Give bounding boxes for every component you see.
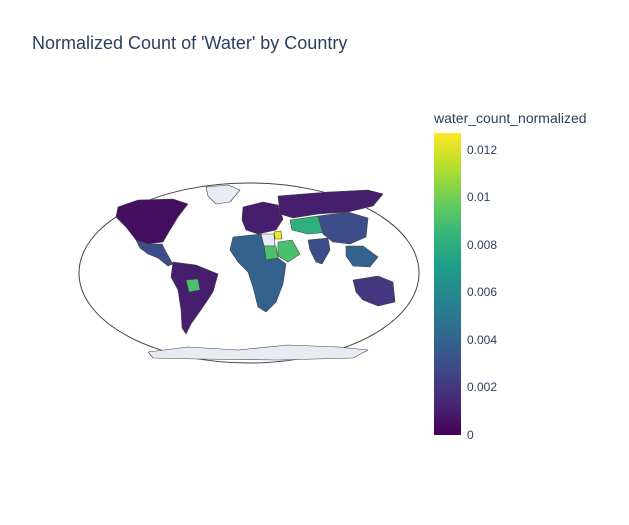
colorbar-tick-label: 0.012 xyxy=(467,143,497,157)
region-jordan[interactable] xyxy=(274,231,282,239)
colorbar-title: water_count_normalized xyxy=(434,110,587,126)
colorbar-tick-label: 0 xyxy=(467,428,474,442)
chart-title: Normalized Count of 'Water' by Country xyxy=(32,33,347,54)
colorbar-tick-label: 0.002 xyxy=(467,380,497,394)
colorbar xyxy=(434,133,461,435)
world-map[interactable] xyxy=(78,182,420,364)
region-sudan[interactable] xyxy=(264,246,278,260)
colorbar-tick-label: 0.004 xyxy=(467,333,497,347)
colorbar-tick-label: 0.008 xyxy=(467,238,497,252)
colorbar-tick-label: 0.01 xyxy=(467,190,490,204)
region-europe[interactable] xyxy=(242,202,283,234)
colorbar-tick-label: 0.006 xyxy=(467,285,497,299)
